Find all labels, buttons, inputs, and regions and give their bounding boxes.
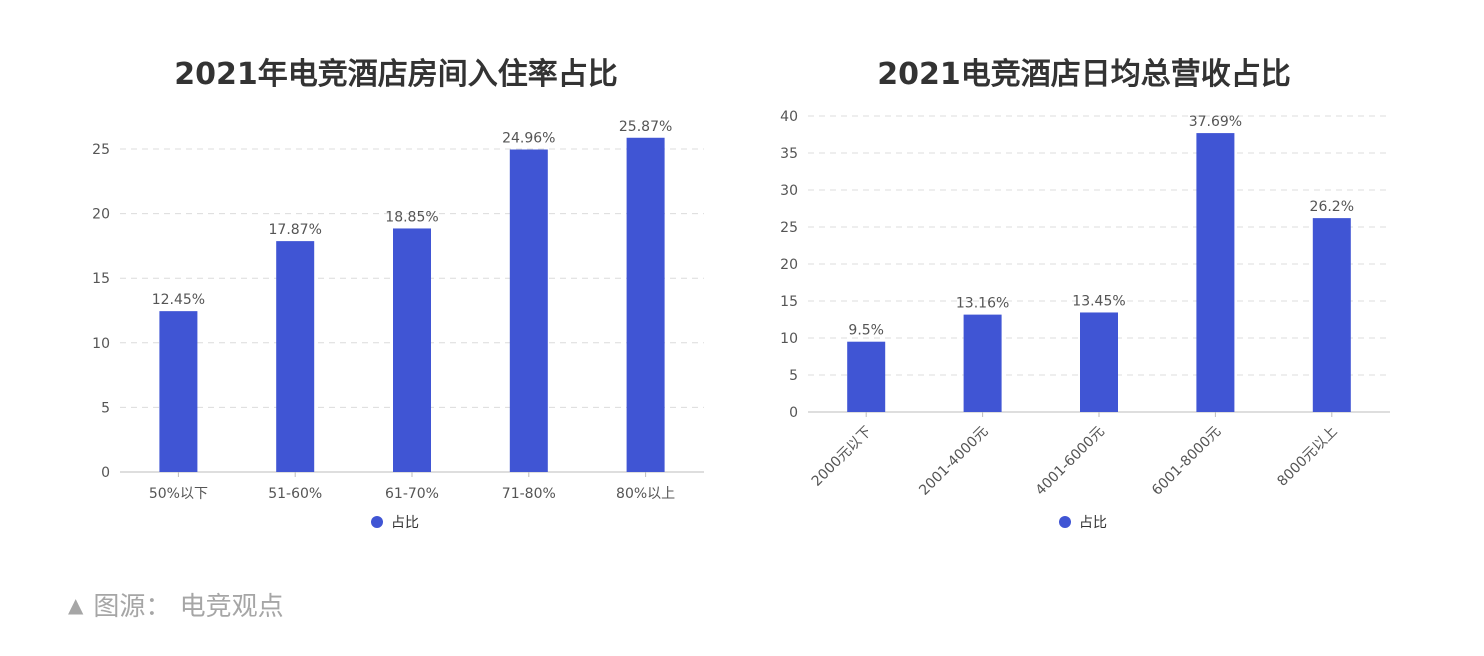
bar: [1080, 312, 1118, 412]
data-label: 24.96%: [502, 131, 555, 147]
y-tick-label: 10: [92, 336, 110, 352]
legend-marker: [1059, 516, 1071, 528]
data-label: 37.69%: [1189, 114, 1242, 130]
triangle-up-icon: ▲: [68, 592, 84, 617]
legend-label: 占比: [1079, 515, 1107, 531]
legend-label: 占比: [391, 515, 419, 531]
y-tick-label: 10: [780, 331, 798, 347]
y-tick-label: 0: [789, 405, 798, 421]
y-tick-label: 15: [780, 294, 798, 310]
x-tick-label: 2001-4000元: [916, 424, 991, 499]
x-tick-label: 4001-6000元: [1033, 424, 1108, 499]
chart-occupancy-svg: 2021年电竞酒店房间入住率占比 0 5 10 15 20 25 12.45% 50%以下 17…: [92, 57, 704, 531]
x-tick-label: 51-60%: [268, 486, 322, 502]
chart-occupancy: 2021年电竞酒店房间入住率占比 0 5 10 15 20 25 12.45% 50%以下 17…: [0, 0, 742, 560]
data-label: 18.85%: [385, 209, 438, 225]
chart-title: 2021年电竞酒店房间入住率占比: [174, 57, 618, 92]
bar: [1312, 218, 1351, 412]
y-tick-label: 25: [780, 220, 798, 236]
y-tick-label: 0: [101, 465, 110, 481]
bar: [626, 137, 665, 473]
x-tick-label: 6001-8000元: [1149, 424, 1224, 499]
data-label: 9.5%: [848, 323, 884, 339]
source-caption: ▲ 图源： 电竞观点: [68, 586, 284, 623]
x-tick-label: 2000元以下: [809, 424, 875, 490]
bar: [963, 314, 1002, 412]
y-tick-label: 20: [780, 257, 798, 273]
chart-revenue: 2021电竞酒店日均总营收占比 0 5 10 15 20 25 30 35 40 9.5% 2000…: [742, 0, 1484, 560]
data-label: 26.2%: [1310, 199, 1354, 215]
y-tick-label: 15: [92, 271, 110, 287]
x-tick-label: 71-80%: [502, 486, 556, 502]
x-tick-label: 8000元以上: [1274, 424, 1340, 490]
y-tick-label: 5: [789, 368, 798, 384]
data-label: 17.87%: [269, 222, 322, 238]
y-tick-label: 5: [101, 400, 110, 416]
chart-title: 2021电竞酒店日均总营收占比: [877, 57, 1291, 92]
bar: [509, 149, 548, 473]
bar: [393, 228, 431, 472]
bar: [1196, 133, 1235, 412]
x-tick-label: 50%以下: [149, 486, 208, 502]
legend-marker: [371, 516, 383, 528]
data-label: 13.45%: [1072, 293, 1125, 309]
y-tick-label: 40: [780, 109, 798, 125]
x-tick-label: 80%以上: [616, 486, 675, 502]
bar: [159, 311, 198, 472]
y-tick-label: 25: [92, 142, 110, 158]
x-tick-label: 61-70%: [385, 486, 439, 502]
y-tick-label: 20: [92, 207, 110, 223]
y-tick-label: 30: [780, 183, 798, 199]
data-label: 12.45%: [152, 292, 205, 308]
bar: [847, 341, 886, 412]
bar: [276, 241, 315, 472]
chart-revenue-svg: 2021电竞酒店日均总营收占比 0 5 10 15 20 25 30 35 40 9.5% 2000…: [780, 57, 1390, 531]
source-text: 图源： 电竞观点: [93, 592, 284, 622]
data-label: 25.87%: [619, 119, 672, 135]
y-tick-label: 35: [780, 146, 798, 162]
data-label: 13.16%: [956, 296, 1009, 312]
